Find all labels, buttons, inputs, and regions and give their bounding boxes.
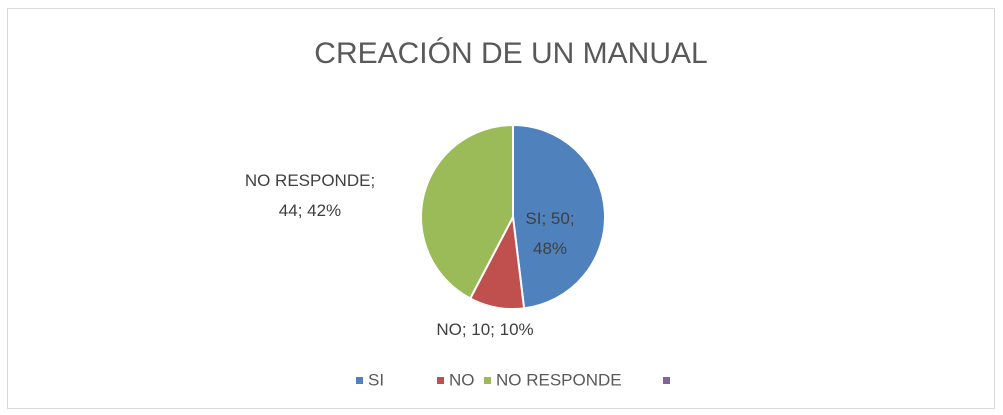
data-label: NO; 10; 10% <box>436 320 534 339</box>
legend-marker <box>484 377 491 384</box>
legend-marker <box>437 377 444 384</box>
pie-slice <box>420 123 514 300</box>
legend-marker <box>356 377 363 384</box>
pie-slice <box>512 123 606 310</box>
chart-title: CREACIÓN DE UN MANUAL <box>314 37 707 70</box>
data-label: NO RESPONDE; 44; 42% <box>244 171 376 220</box>
data-label: SI; 50; 48% <box>525 209 575 258</box>
legend-label: NO RESPONDE <box>496 370 622 389</box>
legend-label: SI <box>368 370 384 389</box>
legend-label: NO <box>449 370 475 389</box>
legend-marker <box>663 377 670 384</box>
